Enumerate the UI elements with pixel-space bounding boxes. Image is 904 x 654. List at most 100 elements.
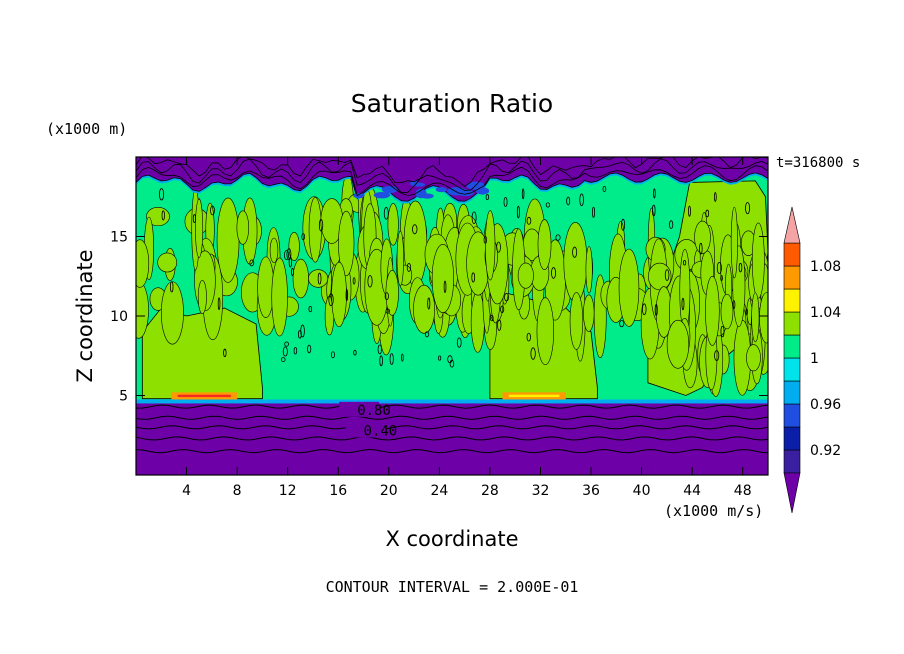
contour-squiggle [170,281,174,293]
supersaturated-patch [569,292,584,350]
contour-squiggle [579,193,584,207]
contour-squiggle [282,346,288,357]
contour-squiggle [385,308,390,314]
contour-squiggle [379,355,383,367]
contour-squiggle [654,304,658,316]
contour-squiggle [307,344,312,354]
contour-squiggle [297,330,302,339]
supersaturated-patch [157,252,178,273]
contour-squiggle [555,234,561,241]
contour-squiggle [249,259,255,267]
contour-squiggle [300,324,305,338]
contour-squiggle [401,353,404,362]
contour-squiggle [716,262,722,274]
supersaturated-patch [705,276,720,346]
colorbar-swatch [783,357,801,382]
x-tick-label: 24 [430,483,448,499]
supersaturated-patch [236,210,250,245]
supersaturated-patch [666,319,690,369]
contour-squiggle [328,293,334,307]
colorbar-swatch [783,265,801,290]
upper-blue-blob [373,191,391,199]
supersaturated-patch [746,344,761,372]
contour-squiggle [651,204,656,217]
supersaturated-patch [136,281,149,339]
plot-area: 0.80 0.40 [136,157,768,475]
contour-squiggle [496,241,501,253]
contour-squiggle [406,263,412,272]
upper-blue-blob [435,186,448,193]
lower-contour [136,436,768,441]
x-tick-label: 32 [532,483,550,499]
contour-squiggle [389,353,394,365]
contour-squiggle [653,188,656,199]
chart-title: Saturation Ratio [351,89,553,118]
supersaturated-patch [751,292,760,343]
colorbar-swatch [783,334,801,359]
contour-squiggle [642,303,647,316]
colorbar-swatch [783,380,801,405]
contour-squiggle [504,292,509,302]
upper-blue-blob [456,189,474,197]
x-tick-label: 40 [633,483,651,499]
supersaturated-patch [146,207,170,227]
contour-squiggle [732,300,736,310]
contour-squiggle [284,341,289,347]
supersaturated-patch [431,243,454,313]
contour-squiggle [280,357,286,363]
contour-squiggle [308,306,313,313]
x-tick-label: 20 [380,483,398,499]
contour-squiggle [438,355,442,361]
supersaturated-patch [618,248,640,327]
contour-squiggle [158,188,165,201]
colorbar-tick-label: 1.08 [810,259,841,275]
contour-squiggle [210,205,215,216]
supersaturated-patch [136,239,150,288]
contour-squiggle [530,347,536,360]
contour-squiggle [317,272,322,285]
colorbar-tick-label: 1 [810,351,819,367]
contour-squiggle [471,211,477,225]
upper-blue-blob [420,193,434,199]
x-tick-label: 36 [582,483,600,499]
contour-squiggle [745,202,751,215]
supersaturated-column [141,307,263,400]
contour-interval-label: CONTOUR INTERVAL = 2.000E-01 [326,578,579,596]
contour-squiggle [572,246,578,258]
supersaturated-patch [292,258,309,299]
contour-squiggle [377,344,382,355]
supersaturated-patch [413,284,435,334]
x-unit-label: (x1000 m/s) [664,502,763,520]
contour-squiggle [383,207,389,220]
supersaturated-patch [585,246,593,294]
contour-squiggle [352,277,356,285]
colorbar-swatch [783,449,801,474]
supersaturated-patch [694,220,711,254]
colorbar-tick-label: 0.96 [810,397,841,413]
contour-squiggle [412,224,418,235]
contour-label-bg [345,422,386,438]
supersaturated-patch [269,237,279,263]
y-tick-label: 5 [119,389,128,405]
colorbar: 0.92 0.96 1 1.04 1.08 [783,206,841,514]
colorbar-tick-label: 0.92 [810,443,841,459]
contour-squiggle [699,242,703,255]
colorbar-swatch [783,426,801,451]
contour-label: 0.80 [357,403,391,419]
contour-squiggle [545,202,551,208]
supersaturated-patch [536,297,555,366]
upper-blue-blob [353,192,365,199]
supersaturated-patch [720,293,734,330]
contour-squiggle [367,275,373,288]
colorbar-swatch [783,242,801,267]
colorbar-swatch [783,311,801,336]
upper-contour [136,158,768,193]
supersaturated-patch [648,262,672,291]
x-tick-label: 12 [279,483,297,499]
lower-contour [136,415,768,420]
contour-squiggle [720,325,725,338]
contour-squiggle [738,262,743,273]
contour-squiggle [602,185,607,193]
